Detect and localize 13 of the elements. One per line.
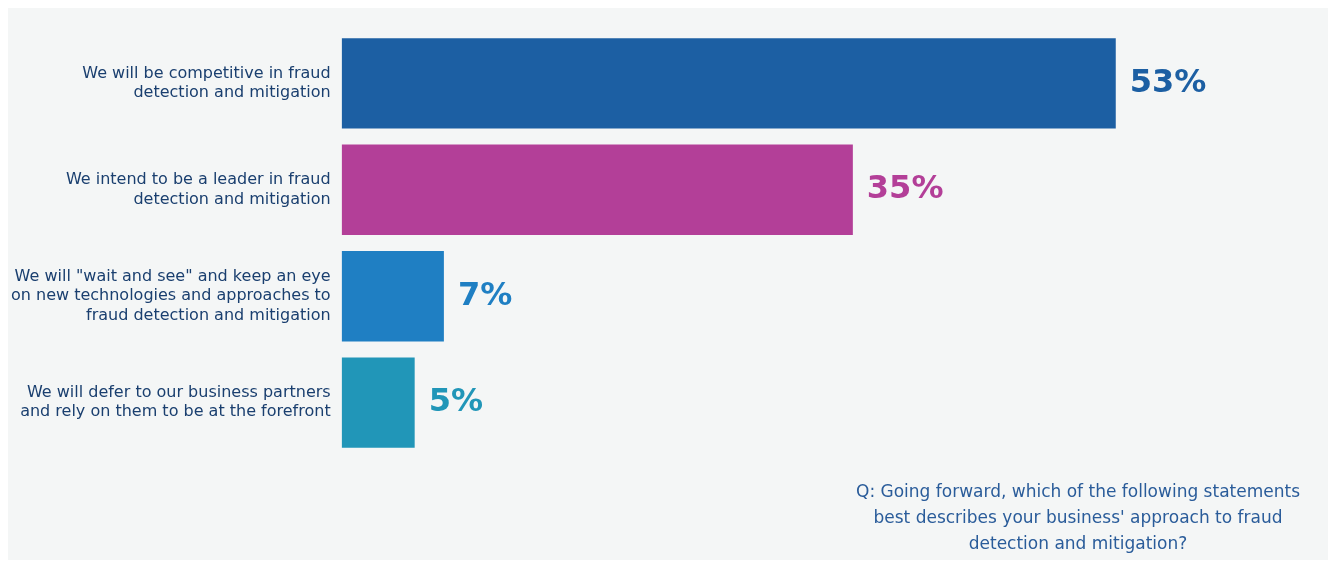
data-label: 5%: [428, 380, 484, 419]
bar: [341, 144, 853, 236]
data-label: 53%: [1129, 61, 1207, 100]
y-tick-label: We intend to be a leader in fraud detection and mitigation: [65, 169, 331, 208]
y-tick-label: We will "wait and see" and keep an eye on new technologies and approaches to fraud detection and mitigation: [10, 266, 331, 324]
y-tick-label: We will be competitive in fraud detection and mitigation: [82, 62, 331, 102]
bar: [341, 357, 415, 448]
bar: [341, 250, 444, 342]
data-label: 7%: [457, 274, 513, 313]
bar: [341, 38, 1116, 129]
text: Q: Going forward, which of the following statements best describes your business' approach to fraud detection and mitigation?: [855, 480, 1301, 555]
y-tick-label: We will defer to our business partners and rely on them to be at the forefront: [20, 382, 331, 421]
data-label: 35%: [866, 168, 944, 207]
